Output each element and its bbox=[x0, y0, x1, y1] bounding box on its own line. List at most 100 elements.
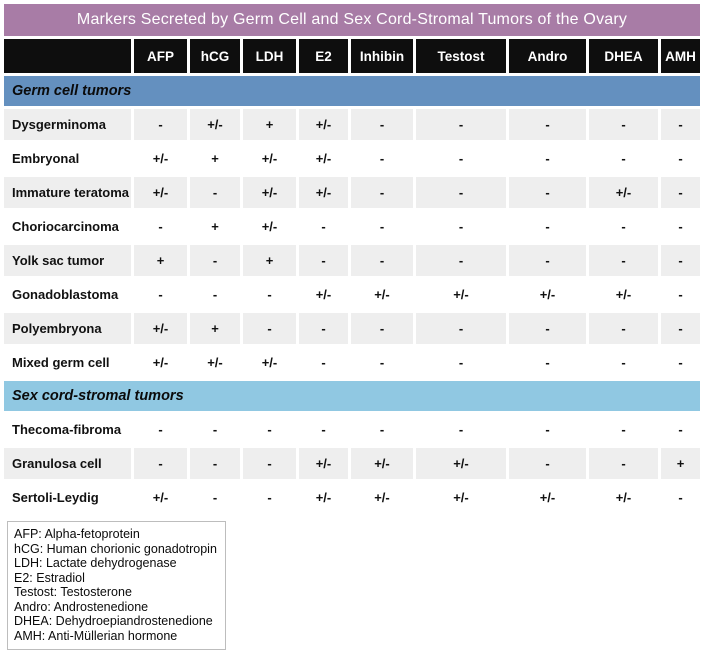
section-row: Germ cell tumors bbox=[4, 76, 701, 106]
marker-value-dhea: - bbox=[589, 347, 658, 378]
marker-value-afp: - bbox=[134, 414, 187, 445]
marker-value-e2: +/- bbox=[299, 109, 348, 140]
column-header-blank bbox=[4, 39, 131, 73]
row-label: Immature teratoma bbox=[4, 177, 131, 208]
table-row: Immature teratoma +/- - +/- +/- - - - +/- - bbox=[4, 177, 701, 208]
section-header: Sex cord-stromal tumors bbox=[4, 381, 701, 411]
column-header-dhea: DHEA bbox=[589, 39, 658, 73]
marker-value-testost: - bbox=[416, 109, 506, 140]
table-row: Gonadoblastoma - - - +/- +/- +/- +/- +/- - bbox=[4, 279, 701, 310]
marker-value-amh: - bbox=[661, 109, 701, 140]
row-label: Polyembryona bbox=[4, 313, 131, 344]
marker-value-amh: - bbox=[661, 347, 701, 378]
marker-value-testost: +/- bbox=[416, 448, 506, 479]
table-row: Thecoma-fibroma - - - - - - - - - bbox=[4, 414, 701, 445]
marker-value-dhea: - bbox=[589, 414, 658, 445]
marker-value-inhibin: - bbox=[351, 347, 413, 378]
marker-value-andro: - bbox=[509, 109, 586, 140]
marker-value-e2: +/- bbox=[299, 177, 348, 208]
marker-value-testost: - bbox=[416, 211, 506, 242]
marker-value-andro: - bbox=[509, 414, 586, 445]
marker-value-afp: +/- bbox=[134, 313, 187, 344]
marker-value-inhibin: - bbox=[351, 143, 413, 174]
marker-value-andro: +/- bbox=[509, 482, 586, 513]
marker-value-andro: - bbox=[509, 211, 586, 242]
column-header-andro: Andro bbox=[509, 39, 586, 73]
table-row: Mixed germ cell +/- +/- +/- - - - - - - bbox=[4, 347, 701, 378]
marker-value-andro: - bbox=[509, 177, 586, 208]
marker-value-dhea: - bbox=[589, 313, 658, 344]
row-label: Gonadoblastoma bbox=[4, 279, 131, 310]
table-row: Embryonal +/- + +/- +/- - - - - - bbox=[4, 143, 701, 174]
table-row: Granulosa cell - - - +/- +/- +/- - - + bbox=[4, 448, 701, 479]
marker-value-hcg: - bbox=[190, 414, 240, 445]
title-row: Markers Secreted by Germ Cell and Sex Co… bbox=[4, 4, 701, 36]
marker-value-afp: +/- bbox=[134, 482, 187, 513]
section-header: Germ cell tumors bbox=[4, 76, 701, 106]
section-row: Sex cord-stromal tumors bbox=[4, 381, 701, 411]
marker-value-afp: +/- bbox=[134, 177, 187, 208]
legend-item: hCG: Human chorionic gonadotropin bbox=[14, 541, 217, 556]
page-title: Markers Secreted by Germ Cell and Sex Co… bbox=[4, 4, 701, 36]
marker-value-testost: - bbox=[416, 177, 506, 208]
marker-value-andro: - bbox=[509, 313, 586, 344]
column-header-afp: AFP bbox=[134, 39, 187, 73]
marker-table: Markers Secreted by Germ Cell and Sex Co… bbox=[1, 1, 703, 516]
marker-value-testost: - bbox=[416, 313, 506, 344]
table-row: Dysgerminoma - +/- + +/- - - - - - bbox=[4, 109, 701, 140]
marker-value-ldh: - bbox=[243, 482, 296, 513]
column-header-amh: AMH bbox=[661, 39, 701, 73]
marker-value-hcg: - bbox=[190, 482, 240, 513]
marker-value-amh: - bbox=[661, 211, 701, 242]
marker-value-inhibin: +/- bbox=[351, 482, 413, 513]
marker-value-dhea: - bbox=[589, 245, 658, 276]
legend-item: DHEA: Dehydroepiandrostenedione bbox=[14, 614, 213, 628]
marker-value-ldh: +/- bbox=[243, 143, 296, 174]
marker-value-ldh: +/- bbox=[243, 177, 296, 208]
marker-value-inhibin: +/- bbox=[351, 279, 413, 310]
column-header-inhibin: Inhibin bbox=[351, 39, 413, 73]
legend-item: AMH: Anti-Müllerian hormone bbox=[14, 628, 178, 643]
legend-box: AFP: Alpha-fetoprotein hCG: Human chorion… bbox=[7, 521, 226, 650]
marker-value-amh: + bbox=[661, 448, 701, 479]
marker-value-amh: - bbox=[661, 482, 701, 513]
marker-value-andro: - bbox=[509, 347, 586, 378]
marker-value-hcg: - bbox=[190, 177, 240, 208]
marker-value-hcg: +/- bbox=[190, 347, 240, 378]
marker-value-afp: + bbox=[134, 245, 187, 276]
marker-value-dhea: - bbox=[589, 448, 658, 479]
row-label: Yolk sac tumor bbox=[4, 245, 131, 276]
marker-value-inhibin: +/- bbox=[351, 448, 413, 479]
marker-value-hcg: +/- bbox=[190, 109, 240, 140]
marker-value-ldh: - bbox=[243, 448, 296, 479]
marker-value-inhibin: - bbox=[351, 313, 413, 344]
marker-value-amh: - bbox=[661, 313, 701, 344]
marker-value-inhibin: - bbox=[351, 177, 413, 208]
marker-value-e2: - bbox=[299, 245, 348, 276]
marker-value-ldh: - bbox=[243, 279, 296, 310]
row-label: Embryonal bbox=[4, 143, 131, 174]
marker-value-andro: - bbox=[509, 245, 586, 276]
column-header-hcg: hCG bbox=[190, 39, 240, 73]
row-label: Granulosa cell bbox=[4, 448, 131, 479]
marker-value-inhibin: - bbox=[351, 109, 413, 140]
marker-value-e2: - bbox=[299, 211, 348, 242]
marker-value-e2: +/- bbox=[299, 279, 348, 310]
marker-value-e2: - bbox=[299, 313, 348, 344]
marker-value-afp: - bbox=[134, 211, 187, 242]
marker-value-testost: - bbox=[416, 245, 506, 276]
marker-value-hcg: - bbox=[190, 245, 240, 276]
marker-value-dhea: +/- bbox=[589, 279, 658, 310]
column-header-testost: Testost bbox=[416, 39, 506, 73]
marker-value-inhibin: - bbox=[351, 245, 413, 276]
marker-value-hcg: + bbox=[190, 313, 240, 344]
marker-value-amh: - bbox=[661, 143, 701, 174]
marker-value-e2: +/- bbox=[299, 448, 348, 479]
marker-value-ldh: + bbox=[243, 245, 296, 276]
marker-value-e2: +/- bbox=[299, 143, 348, 174]
legend-item: LDH: Lactate dehydrogenase bbox=[14, 556, 177, 570]
marker-value-testost: - bbox=[416, 414, 506, 445]
table-row: Polyembryona +/- + - - - - - - - bbox=[4, 313, 701, 344]
table-row: Sertoli-Leydig +/- - - +/- +/- +/- +/- +/- - bbox=[4, 482, 701, 513]
marker-value-testost: - bbox=[416, 143, 506, 174]
